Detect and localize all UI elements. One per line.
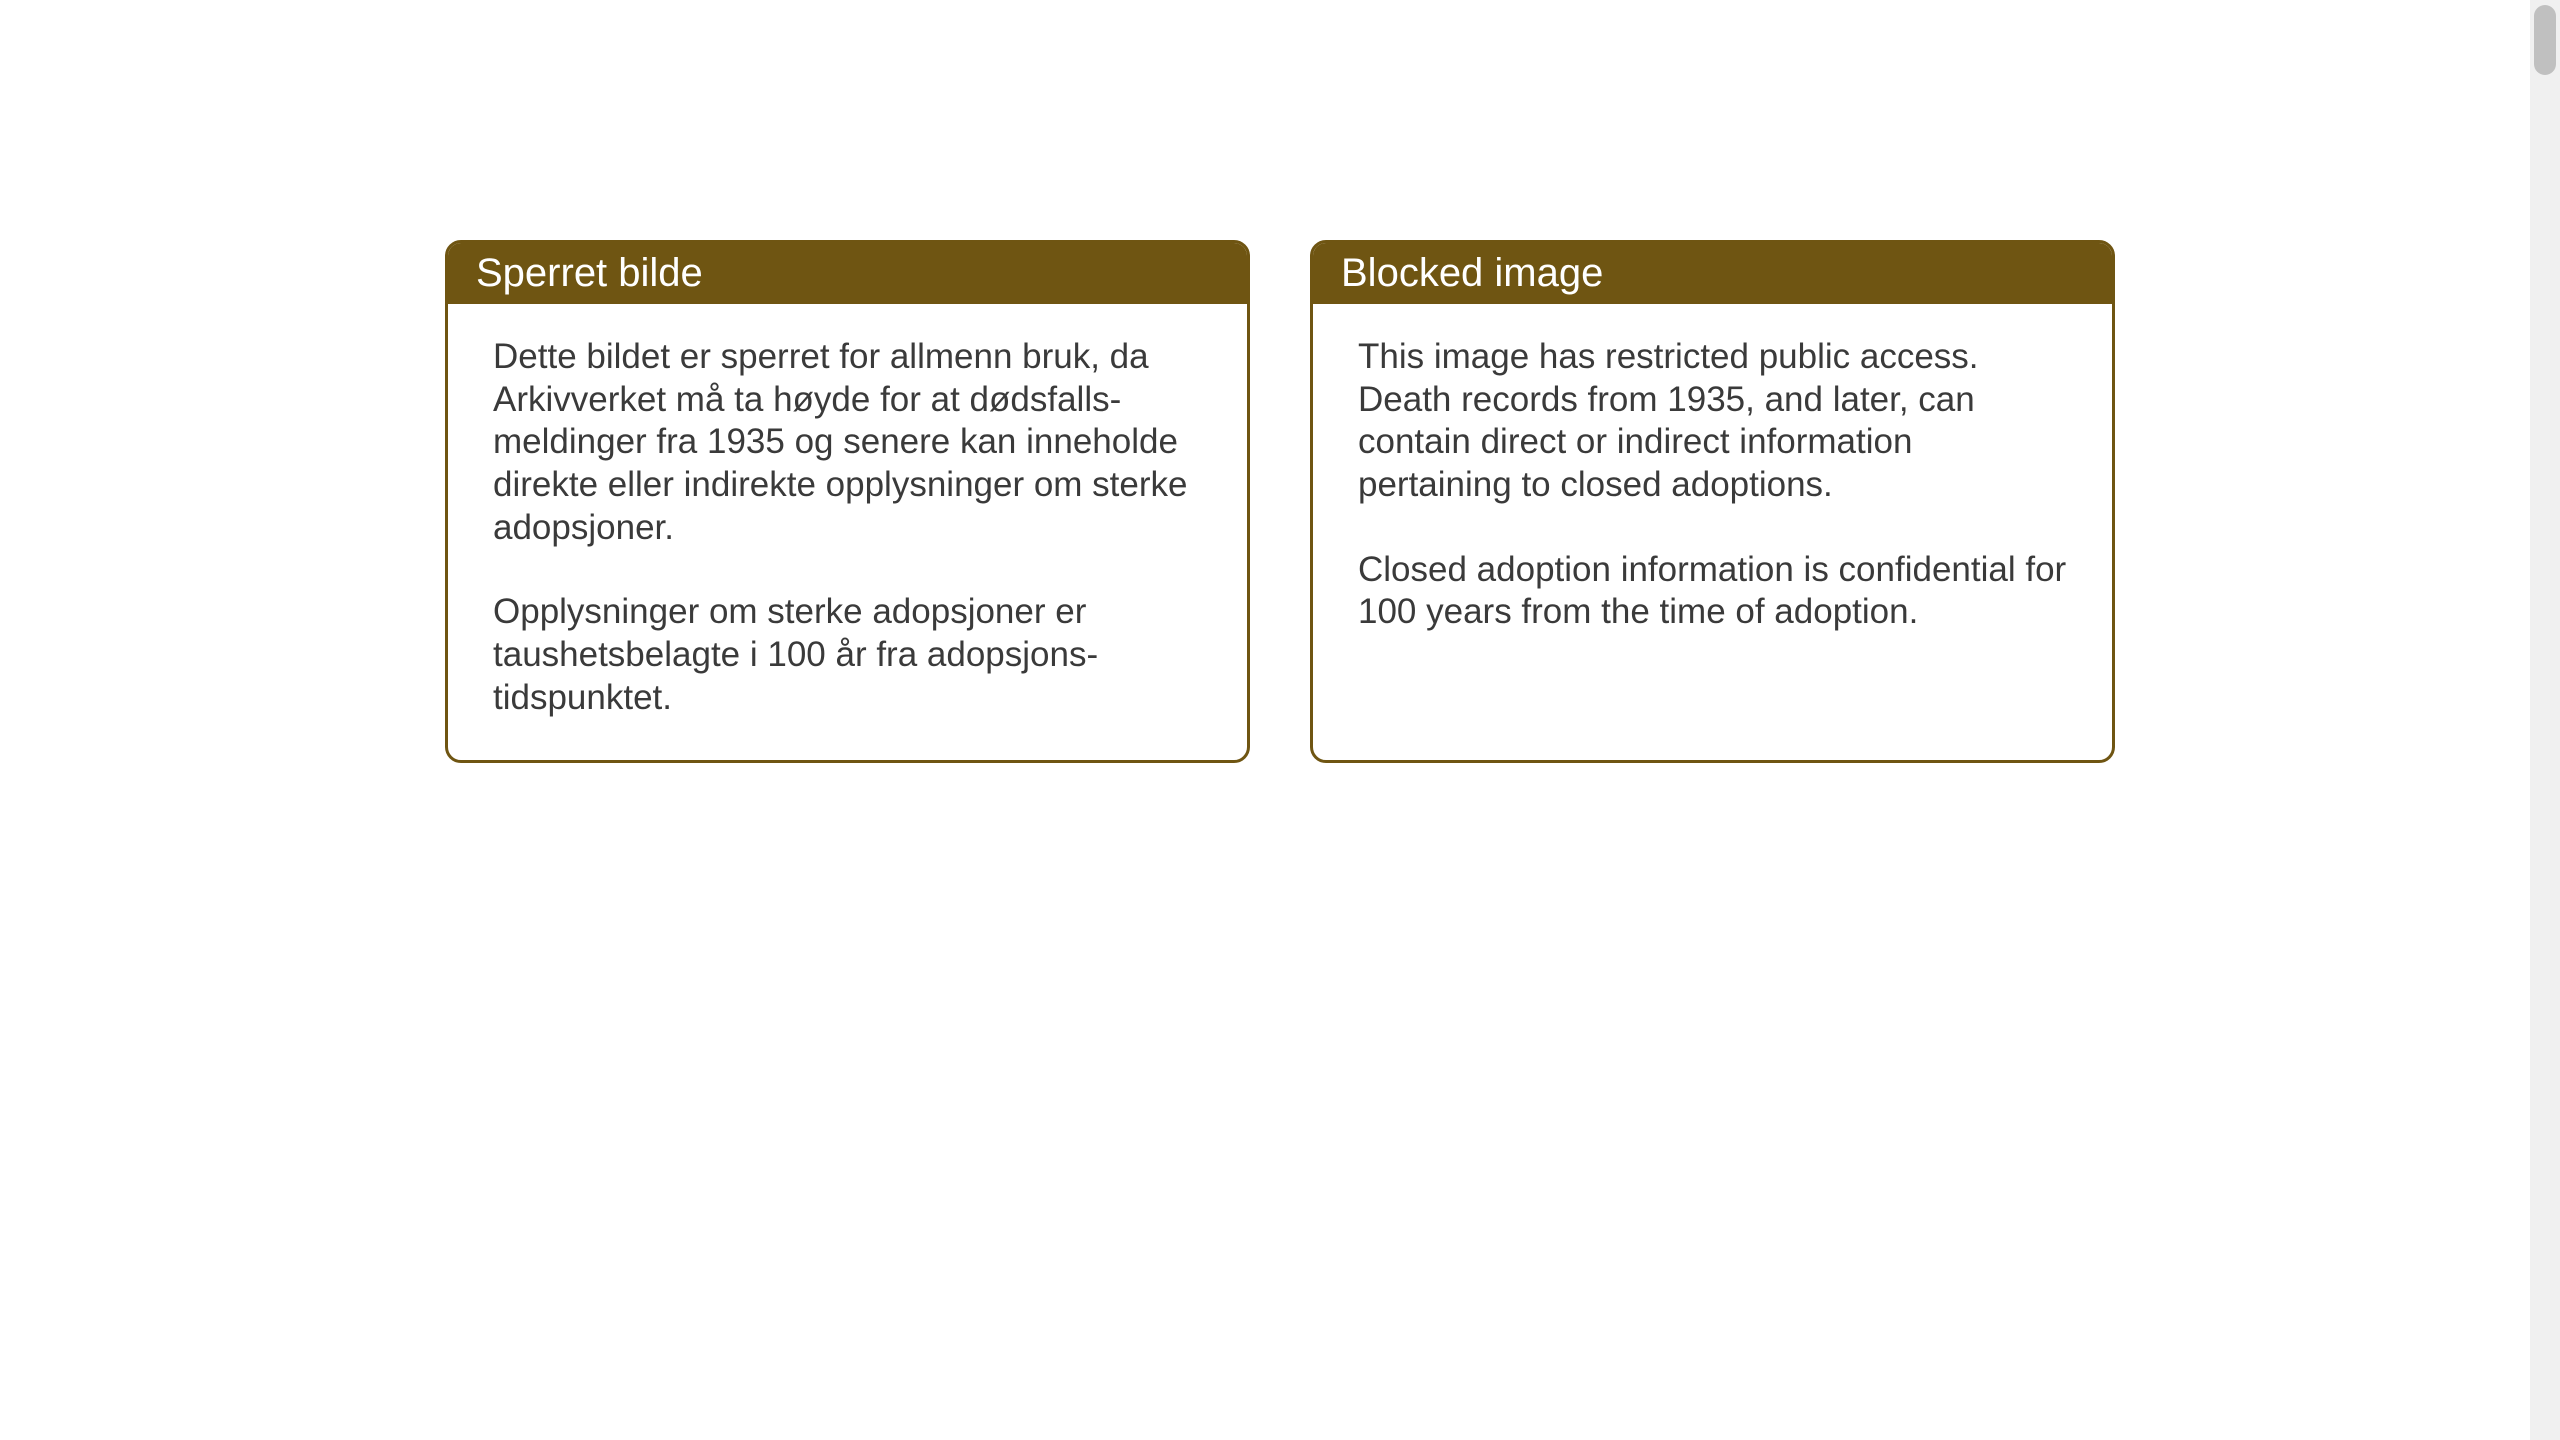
- card-left-paragraph-2: Opplysninger om sterke adopsjoner er tau…: [493, 591, 1202, 719]
- card-right-paragraph-1: This image has restricted public access.…: [1358, 336, 2067, 507]
- card-header-right: Blocked image: [1313, 243, 2112, 304]
- card-title-left: Sperret bilde: [476, 251, 703, 295]
- blocked-image-card-english: Blocked image This image has restricted …: [1310, 240, 2115, 763]
- card-header-left: Sperret bilde: [448, 243, 1247, 304]
- card-right-paragraph-2: Closed adoption information is confident…: [1358, 549, 2067, 634]
- card-left-paragraph-1: Dette bildet er sperret for allmenn bruk…: [493, 336, 1202, 549]
- vertical-scrollbar[interactable]: [2530, 0, 2560, 1440]
- card-title-right: Blocked image: [1341, 251, 1603, 295]
- card-body-right: This image has restricted public access.…: [1313, 304, 2112, 712]
- card-body-left: Dette bildet er sperret for allmenn bruk…: [448, 304, 1247, 760]
- scrollbar-thumb[interactable]: [2534, 5, 2556, 75]
- blocked-image-card-norwegian: Sperret bilde Dette bildet er sperret fo…: [445, 240, 1250, 763]
- cards-container: Sperret bilde Dette bildet er sperret fo…: [0, 0, 2560, 763]
